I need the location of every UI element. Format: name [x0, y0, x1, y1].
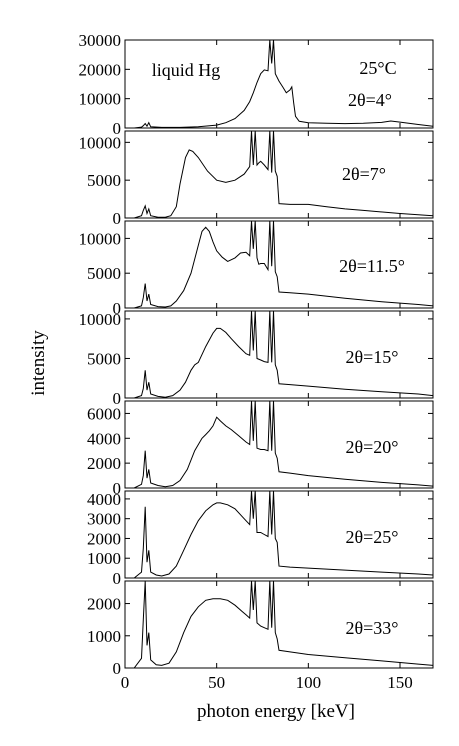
panel-label: 2θ=15° [346, 347, 399, 367]
spectrum-line [125, 491, 433, 578]
y-tick-label: 0 [113, 119, 122, 138]
x-tick-label: 100 [296, 673, 322, 692]
y-tick-label: 3000 [87, 510, 121, 529]
y-tick-label: 6000 [87, 404, 121, 423]
panel-5: 0 2000 4000 6000 2θ=20° [87, 400, 434, 498]
y-tick-label: 0 [113, 569, 122, 588]
y-tick-label: 2000 [87, 529, 121, 548]
y-tick-label: 10000 [79, 133, 122, 152]
y-axis-label: intensity [28, 330, 49, 396]
y-tick-label: 5000 [87, 264, 121, 283]
panel-label: 2θ=7° [342, 164, 386, 184]
panel-4: 0 5000 10000 2θ=15° [79, 310, 434, 408]
panel-frame [124, 220, 434, 309]
x-tick-label: 150 [387, 673, 413, 692]
panel-7: 0 1000 2000 2θ=33° [87, 580, 434, 678]
panel-label: 2θ=11.5° [339, 256, 405, 276]
y-tick-label: 1000 [87, 549, 121, 568]
x-tick-label: 0 [121, 673, 130, 692]
y-tick-label: 10000 [79, 229, 122, 248]
temperature-label: 25°C [359, 58, 396, 78]
y-tick-label: 0 [113, 659, 122, 678]
panel-frame [124, 130, 434, 219]
y-tick-label: 20000 [79, 60, 122, 79]
spectrum-line [125, 131, 433, 218]
spectrum-line [125, 581, 433, 668]
panel-label: 2θ=33° [346, 618, 399, 638]
y-tick-label: 0 [113, 299, 122, 318]
panel-frame [124, 490, 434, 579]
x-tick-label: 50 [208, 673, 225, 692]
y-tick-label: 30000 [79, 31, 122, 50]
panel-2: 0 5000 10000 2θ=7° [79, 130, 434, 228]
y-tick-label: 1000 [87, 627, 121, 646]
panel-label: 2θ=4° [348, 90, 392, 110]
spectrum-line [125, 221, 433, 308]
y-tick-label: 4000 [87, 490, 121, 509]
panel-3: 0 5000 10000 2θ=11.5° [79, 220, 434, 318]
sample-label: liquid Hg [152, 60, 221, 80]
panel-1: 0 10000 20000 30000 2θ=4° liquid Hg 25°C [79, 31, 434, 138]
y-tick-label: 0 [113, 209, 122, 228]
spectrum-line [125, 40, 433, 128]
y-tick-label: 2000 [87, 595, 121, 614]
panel-frame [124, 580, 434, 669]
y-tick-label: 5000 [87, 171, 121, 190]
y-tick-label: 0 [113, 389, 122, 408]
panel-frame [124, 310, 434, 399]
y-tick-label: 10000 [79, 90, 122, 109]
spectrum-line [125, 311, 433, 398]
spectrum-line [125, 401, 433, 488]
panel-label: 2θ=25° [346, 527, 399, 547]
panel-frame [124, 39, 434, 129]
y-tick-label: 2000 [87, 454, 121, 473]
panel-frame [124, 400, 434, 489]
y-tick-label: 0 [113, 479, 122, 498]
x-axis-label: photon energy [keV] [197, 701, 355, 722]
y-tick-label: 4000 [87, 429, 121, 448]
panel-label: 2θ=20° [346, 437, 399, 457]
y-tick-label: 10000 [79, 310, 122, 329]
y-tick-label: 5000 [87, 349, 121, 368]
